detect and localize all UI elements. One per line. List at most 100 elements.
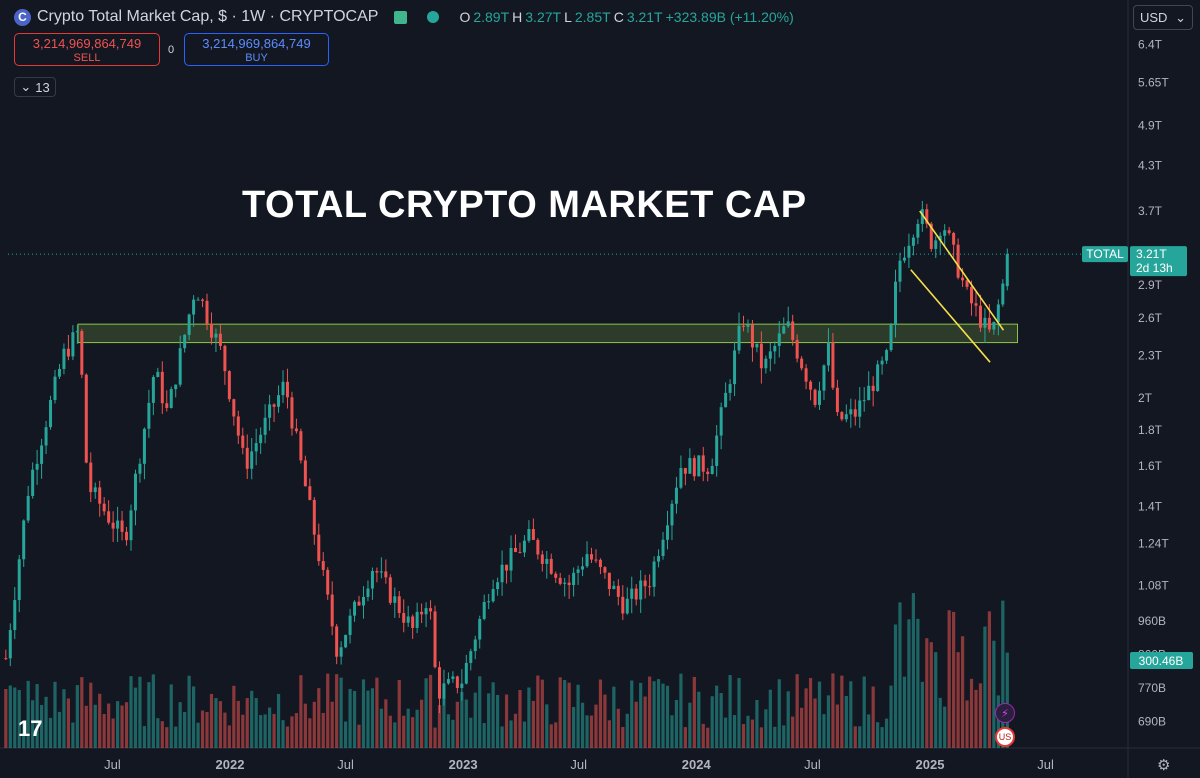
candle: [62, 343, 66, 375]
sell-button[interactable]: 3,214,969,864,749 SELL: [14, 33, 160, 66]
candle: [683, 467, 687, 486]
volume-bar: [84, 705, 88, 748]
volume-bar: [169, 684, 173, 748]
candle: [652, 556, 656, 597]
volume-bar: [996, 695, 1000, 748]
volume-bar: [107, 703, 111, 748]
candle: [773, 341, 777, 364]
volume-bar: [630, 680, 634, 748]
volume-bar: [956, 652, 960, 748]
volume-bar: [759, 727, 763, 748]
volume-bar: [840, 675, 844, 748]
candle: [53, 369, 57, 404]
candle: [782, 317, 786, 335]
volume-bar: [715, 685, 719, 748]
candle: [303, 455, 307, 487]
sell-price: 3,214,969,864,749: [32, 36, 142, 51]
currency-select[interactable]: USD ⌄: [1133, 5, 1193, 30]
candle: [460, 669, 464, 701]
volume-bar: [223, 712, 227, 748]
candle: [40, 438, 44, 479]
market-status-icon: [427, 11, 440, 23]
volume-bar: [889, 685, 893, 748]
gear-icon[interactable]: ⚙: [1157, 757, 1171, 774]
wedge-upper-line: [919, 210, 1005, 331]
volume-bar: [370, 688, 375, 748]
y-tick-label: 1.6T: [1138, 459, 1163, 473]
candle: [639, 570, 643, 614]
volume-bar: [938, 697, 942, 748]
volume-bar: [71, 722, 75, 748]
candle: [844, 404, 848, 423]
indicators-toggle-button[interactable]: ⌄ 13: [14, 77, 56, 97]
volume-bar: [13, 687, 17, 748]
candle: [853, 399, 857, 426]
volume-bar: [276, 693, 281, 748]
candle: [339, 641, 343, 665]
volume-bar: [120, 705, 124, 748]
volume-bar: [643, 696, 647, 748]
candle: [764, 355, 768, 374]
x-tick-label: Jul: [570, 757, 587, 772]
candle: [281, 370, 285, 403]
candle: [513, 534, 517, 553]
volume-bar: [768, 689, 772, 748]
candle: [353, 600, 357, 622]
tradingview-logo[interactable]: 17: [18, 716, 43, 741]
volume-bar: [321, 712, 325, 748]
volume-bar: [880, 727, 884, 748]
volume-bar: [925, 638, 929, 748]
x-tick-label: 2023: [449, 757, 478, 772]
volume-bar: [683, 727, 687, 748]
volume-bar: [813, 698, 817, 748]
volume-bar: [339, 677, 343, 748]
volume-bar: [576, 684, 580, 748]
candle: [165, 390, 169, 412]
candle: [943, 224, 947, 246]
volume-bar: [907, 619, 911, 748]
candle: [446, 672, 450, 685]
lightning-icon[interactable]: ⚡: [995, 703, 1015, 723]
candle: [366, 580, 370, 602]
volume-bar: [451, 719, 455, 748]
candle: [800, 356, 804, 371]
volume-bar: [80, 677, 84, 748]
volume-bar: [89, 682, 93, 748]
buy-button[interactable]: 3,214,969,864,749 BUY: [184, 33, 329, 66]
price-badge: [1130, 246, 1187, 277]
candle: [831, 332, 835, 390]
candle: [214, 328, 218, 353]
buy-price: 3,214,969,864,749: [202, 36, 311, 51]
volume-bar: [902, 676, 907, 748]
y-tick-label: 1.8T: [1138, 423, 1163, 437]
us-flag-icon[interactable]: US: [995, 727, 1015, 747]
candle: [974, 291, 978, 317]
volume-bar: [500, 726, 504, 748]
candle: [107, 500, 111, 525]
volume-bar: [469, 717, 473, 748]
candle: [804, 364, 808, 390]
volume-bar: [607, 720, 611, 748]
flag-icon[interactable]: [394, 10, 408, 24]
volume-bar: [48, 717, 53, 748]
candle: [415, 602, 419, 634]
candle: [478, 615, 482, 649]
volume-bar: [603, 694, 607, 748]
candle: [169, 386, 173, 409]
candle: [277, 385, 281, 413]
symbol-title[interactable]: Crypto Total Market Cap, $ · 1W · CRYPTO…: [37, 8, 379, 25]
volume-bar: [585, 715, 589, 748]
volume-bar: [621, 726, 625, 748]
volume-bar: [209, 693, 214, 748]
volume-bar: [178, 702, 182, 748]
volume-bar: [612, 686, 616, 748]
candle: [598, 558, 602, 575]
candle: [201, 298, 205, 308]
candle: [862, 387, 866, 412]
volume-bar: [826, 695, 831, 748]
volume-bar: [898, 602, 902, 748]
candle: [791, 314, 795, 346]
volume-bar: [531, 700, 535, 748]
candle: [348, 608, 352, 644]
